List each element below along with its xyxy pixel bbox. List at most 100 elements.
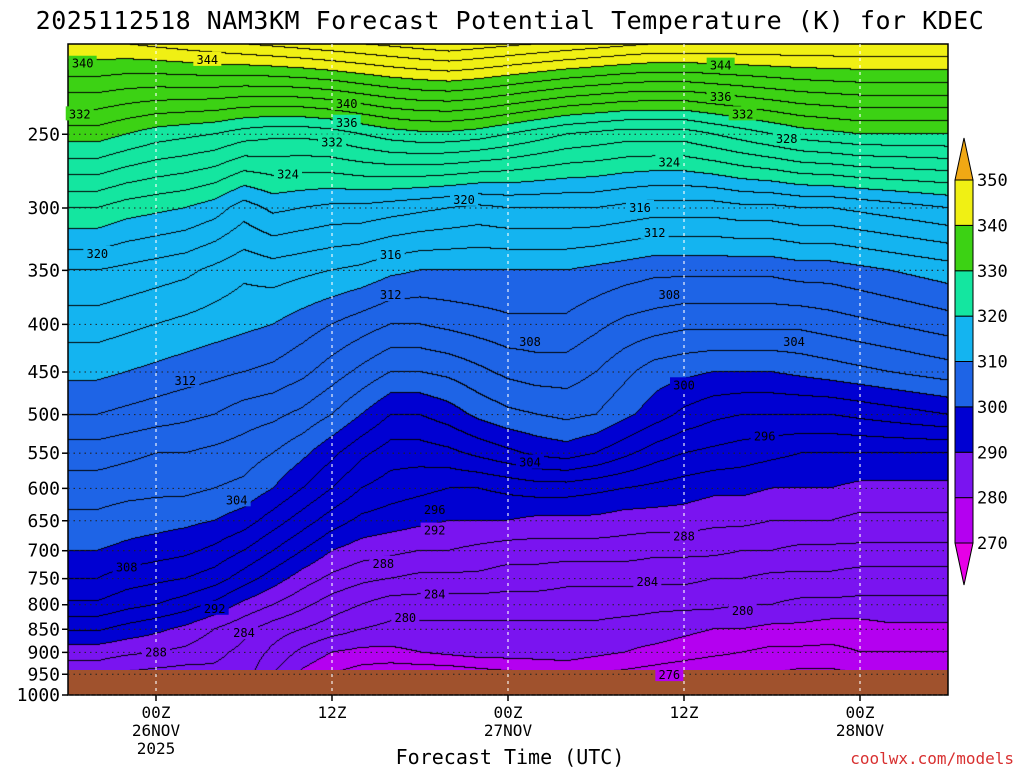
contour-label-text: 296 — [754, 430, 776, 444]
contour-label-text: 336 — [710, 90, 732, 104]
contour-labels: 340 3443323403363323243443363323283243203… — [65, 51, 808, 682]
contour-label: 324 — [274, 166, 302, 181]
contour-label-text: 312 — [174, 374, 196, 388]
contour-label: 312 — [640, 224, 669, 240]
y-tick-label: 850 — [27, 619, 60, 640]
contour-label: 288 — [142, 644, 170, 659]
x-tick-label: 12Z — [670, 703, 699, 722]
contour-label-text: 320 — [453, 193, 475, 207]
contour-label-bg — [450, 191, 478, 206]
contour-label-bg — [670, 377, 698, 392]
contour-label: 332 — [65, 106, 94, 121]
contour-label: 284 — [230, 625, 258, 640]
contour-label-bg — [516, 334, 544, 349]
colorbar-band — [954, 451, 974, 499]
contour-label-bg — [626, 200, 654, 215]
contour-label: 308 — [516, 334, 544, 349]
contour-label: 336 — [332, 114, 361, 130]
contour-label-text: 292 — [204, 602, 226, 616]
y-tick-label: 900 — [27, 642, 60, 663]
colorbar-label: 340 — [977, 216, 1008, 236]
colorbar-label: 280 — [977, 489, 1008, 509]
potential-temperature-field — [68, 44, 948, 695]
contour-label: 312 — [171, 372, 200, 388]
y-tick-label: 550 — [27, 443, 60, 464]
contour-label: 332 — [318, 134, 346, 149]
contour-label-bg — [83, 245, 112, 260]
contour-label: 340 — [68, 55, 97, 71]
colorbar-band — [954, 179, 974, 226]
x-tick-label: 00Z — [142, 703, 171, 722]
colorbar-band — [954, 497, 974, 544]
contour-label-bg — [772, 131, 801, 146]
contour-label: 344 — [193, 51, 222, 67]
y-tick-label: 650 — [27, 511, 60, 532]
contour-label-text: 340 — [72, 57, 94, 71]
contour-label-text: 304 — [783, 335, 805, 349]
contour-label: 336 — [706, 88, 735, 104]
y-tick-label: 300 — [27, 198, 60, 219]
contour-label: 288 — [670, 528, 698, 544]
contour-label-text: 288 — [673, 530, 695, 544]
y-tick-label: 750 — [27, 569, 60, 590]
contour-label: 316 — [626, 200, 654, 215]
contour-label-text: 308 — [519, 335, 541, 349]
x-tick-label: 27NOV — [484, 721, 533, 740]
contour-label-text: 276 — [658, 668, 680, 682]
contour-label-bg — [376, 247, 405, 262]
contour-label-bg — [728, 106, 757, 121]
contour-label: 316 — [376, 247, 405, 262]
contour-label-bg — [142, 644, 170, 659]
contour-label-bg — [420, 502, 449, 517]
contour-label-text: 284 — [636, 575, 658, 589]
contour-label-bg — [369, 555, 398, 570]
contour-label-text: 324 — [658, 155, 680, 169]
colorbar-label: 300 — [977, 398, 1008, 418]
y-tick-label: 350 — [27, 260, 60, 281]
contour-label-bg — [332, 114, 361, 129]
contour-label: 304 — [222, 492, 251, 507]
contour-label-bg — [655, 667, 684, 682]
colorbar-band — [954, 315, 974, 362]
contour-label-text: 284 — [424, 588, 446, 602]
contour-label-bg — [171, 372, 200, 387]
colorbar-band — [954, 270, 974, 317]
contour-label-bg — [68, 55, 97, 70]
contour-label-bg — [391, 610, 420, 625]
x-axis-label: Forecast Time (UTC) — [396, 745, 625, 768]
contour-label: 276 — [655, 667, 684, 682]
contour-label-text: 284 — [233, 626, 255, 640]
contour-label: 288 — [369, 555, 398, 571]
contour-label: 320 — [83, 245, 112, 261]
y-tick-label: 450 — [27, 362, 60, 383]
x-tick-label: 28NOV — [836, 721, 885, 740]
contour-label: 292 — [420, 522, 449, 538]
contour-label-bg — [420, 586, 449, 601]
contour-label-bg — [750, 428, 779, 443]
colorbar-label: 330 — [977, 262, 1008, 282]
x-tick-label: 00Z — [846, 703, 875, 722]
y-tick-label: 600 — [27, 478, 60, 499]
y-axis: 2503003504004505005506006507007508008509… — [17, 124, 68, 706]
contour-label-text: 336 — [336, 116, 358, 130]
contour-label-text: 332 — [321, 135, 343, 149]
colorbar-label: 350 — [977, 171, 1008, 191]
plot-area — [67, 43, 949, 696]
contour-label-bg — [670, 528, 698, 543]
contour-label: 320 — [450, 191, 478, 207]
contour-label: 332 — [728, 106, 757, 121]
contour-label-text: 320 — [86, 247, 108, 261]
contour-label-bg — [376, 287, 405, 302]
contour-label-text: 332 — [69, 107, 91, 121]
contour-label-text: 344 — [710, 59, 732, 73]
contour-label: 340 — [332, 96, 361, 111]
site-credit[interactable]: coolwx.com/models — [850, 749, 1014, 768]
contour-label: 308 — [655, 287, 684, 302]
contour-label-bg — [640, 224, 669, 239]
colorbar: 270 280 290 300 310 320 330 340 350 — [954, 137, 1008, 586]
contour-label-bg — [318, 134, 346, 149]
colorbar-label: 310 — [977, 353, 1008, 373]
contour-label-bg — [655, 287, 684, 302]
contour-label-text: 300 — [673, 378, 695, 392]
